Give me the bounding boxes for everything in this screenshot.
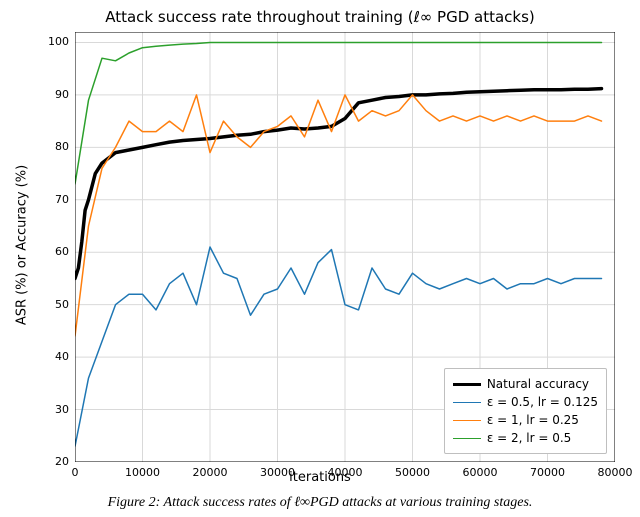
y-tick-label: 20 — [39, 455, 69, 468]
legend-entry: ε = 1, lr = 0.25 — [453, 411, 598, 429]
y-tick-label: 60 — [39, 245, 69, 258]
x-axis-label: iterations — [0, 470, 640, 485]
legend-swatch — [453, 438, 481, 439]
y-tick-label: 50 — [39, 298, 69, 311]
legend-entry: ε = 0.5, lr = 0.125 — [453, 393, 598, 411]
y-tick-label: 80 — [39, 140, 69, 153]
legend: Natural accuracy ε = 0.5, lr = 0.125 ε = 1… — [444, 368, 607, 454]
y-tick-label: 30 — [39, 403, 69, 416]
y-tick-label: 100 — [39, 35, 69, 48]
legend-entry: ε = 2, lr = 0.5 — [453, 429, 598, 447]
legend-label: ε = 0.5, lr = 0.125 — [487, 395, 598, 409]
series-eps1 — [75, 95, 602, 336]
y-tick-label: 40 — [39, 350, 69, 363]
y-axis-label: ASR (%) or Accuracy (%) — [15, 165, 30, 325]
legend-swatch — [453, 402, 481, 403]
legend-label: ε = 1, lr = 0.25 — [487, 413, 579, 427]
legend-label: ε = 2, lr = 0.5 — [487, 431, 571, 445]
y-tick-label: 70 — [39, 193, 69, 206]
plot-area: 0100002000030000400005000060000700008000… — [75, 32, 615, 462]
chart-figure: Attack success rate throughout training … — [0, 0, 640, 517]
legend-label: Natural accuracy — [487, 377, 589, 391]
legend-entry: Natural accuracy — [453, 375, 598, 393]
chart-title: Attack success rate throughout training … — [0, 8, 640, 26]
series-natural_accuracy — [75, 89, 602, 279]
legend-swatch — [453, 420, 481, 421]
figure-caption: Figure 2: Attack success rates of ℓ∞PGD … — [0, 495, 640, 511]
legend-swatch — [453, 383, 481, 386]
y-tick-label: 90 — [39, 88, 69, 101]
